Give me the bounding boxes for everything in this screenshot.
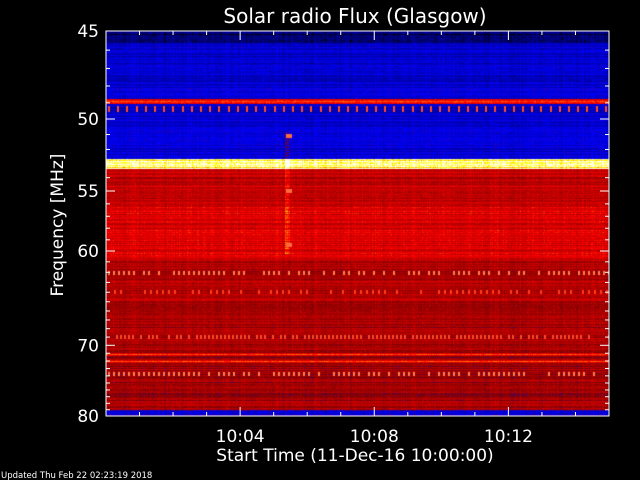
x-axis-ticks: 10:04 10:08 10:12 bbox=[139, 31, 576, 447]
updated-timestamp: Updated Thu Feb 22 02:23:19 2018 bbox=[1, 471, 152, 480]
plot-axes bbox=[105, 30, 610, 417]
y-axis-label: Frequency [MHz] bbox=[48, 154, 68, 297]
x-tick-label: 10:08 bbox=[350, 427, 399, 447]
spectrogram-plot bbox=[106, 31, 609, 416]
x-tick-label: 10:04 bbox=[216, 427, 265, 447]
y-tick-label: 55 bbox=[77, 182, 99, 202]
y-axis-ticks: 45 50 55 60 70 80 bbox=[77, 22, 609, 427]
y-tick-label: 60 bbox=[77, 242, 99, 262]
y-tick-label: 45 bbox=[77, 22, 99, 42]
plot-frame bbox=[105, 30, 610, 417]
spectrogram-image bbox=[106, 31, 609, 416]
x-tick-label: 10:12 bbox=[484, 427, 533, 447]
y-tick-label: 70 bbox=[77, 336, 99, 356]
x-axis-label: Start Time (11-Dec-16 10:00:00) bbox=[216, 446, 493, 466]
y-tick-label: 50 bbox=[77, 110, 99, 130]
chart-title: Solar radio Flux (Glasgow) bbox=[223, 4, 486, 28]
y-tick-label: 80 bbox=[77, 407, 99, 427]
